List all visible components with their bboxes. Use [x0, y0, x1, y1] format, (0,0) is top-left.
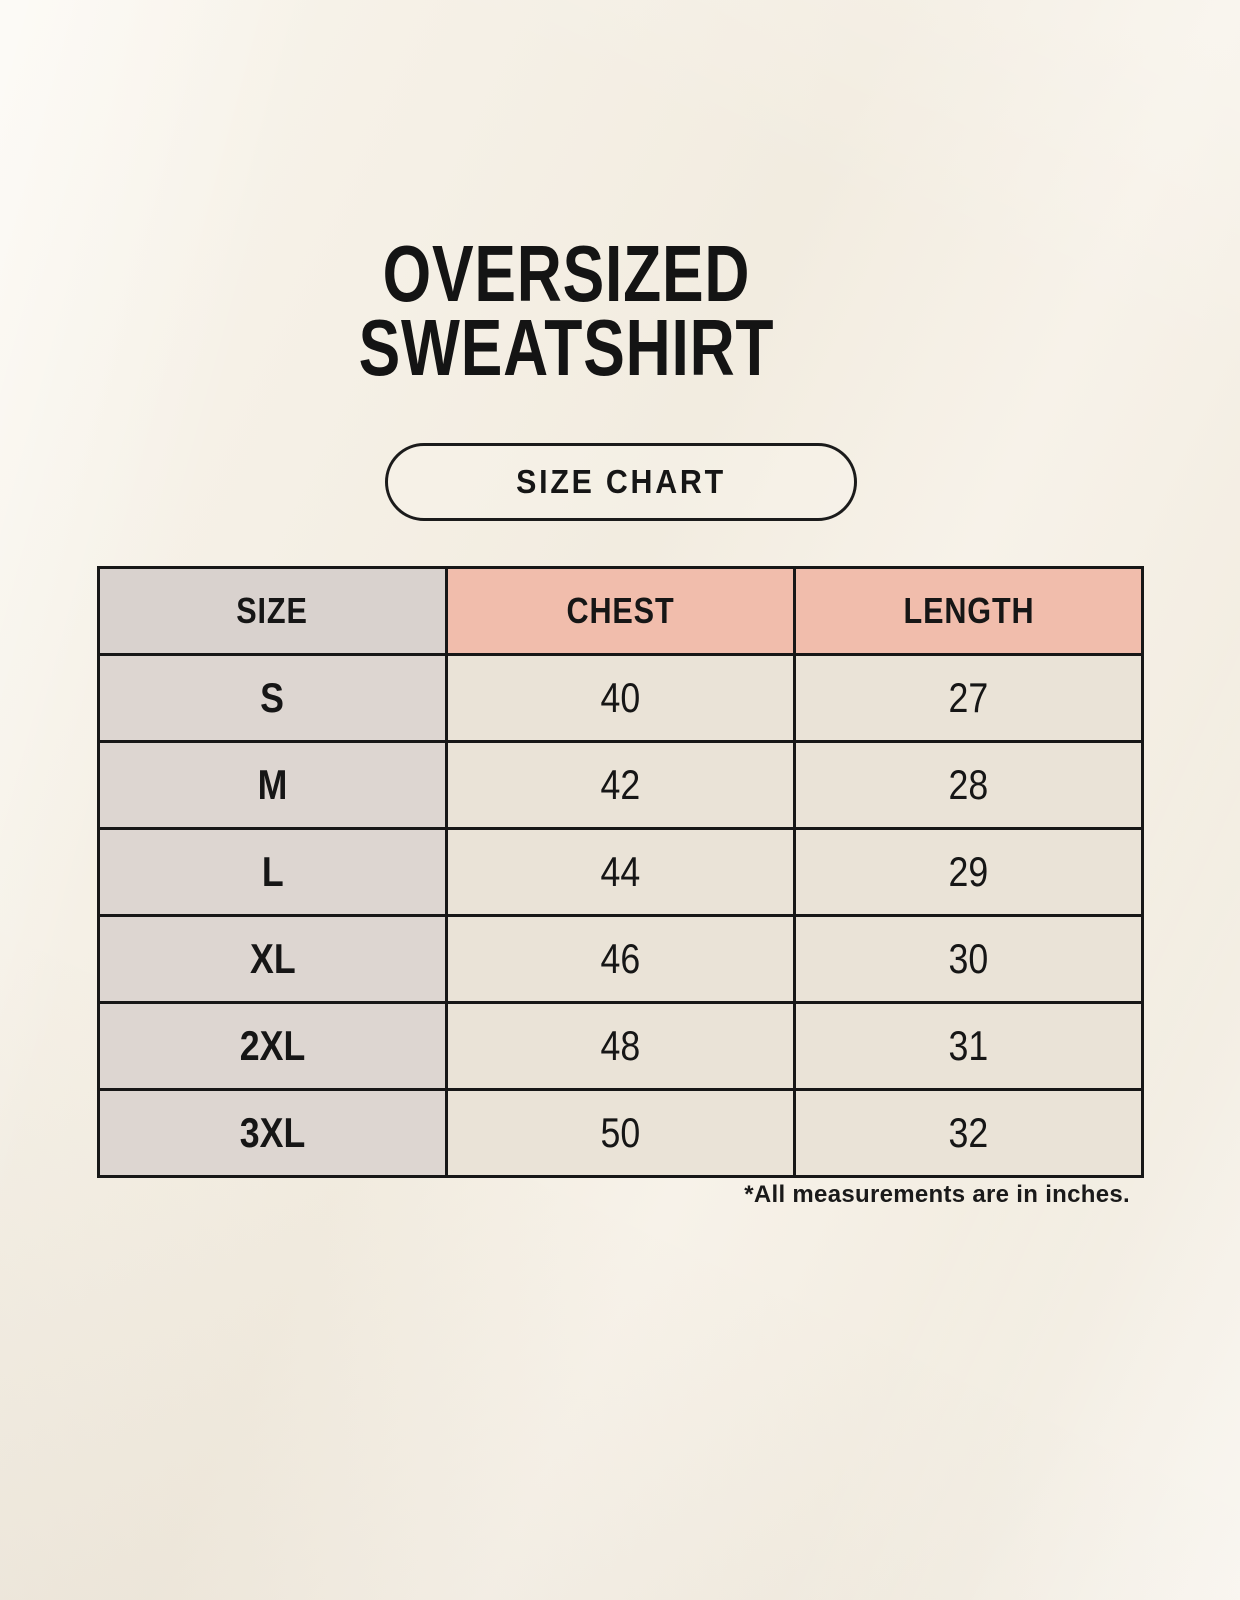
- length-cell: 28: [793, 740, 1144, 830]
- column-header-length: LENGTH: [793, 566, 1144, 656]
- table-row: XL 46 30: [97, 914, 1144, 1004]
- column-header-size: SIZE: [97, 566, 448, 656]
- size-chart-table: SIZE CHEST LENGTH S 40 27 M 42 28 L 44 2…: [97, 566, 1144, 1178]
- table-row: S 40 27: [97, 653, 1144, 743]
- size-cell: S: [97, 653, 448, 743]
- table-row: 2XL 48 31: [97, 1001, 1144, 1091]
- length-cell: 32: [793, 1088, 1144, 1178]
- size-cell: 3XL: [97, 1088, 448, 1178]
- size-chart-button-label: SIZE CHART: [516, 463, 726, 500]
- chest-cell: 44: [445, 827, 796, 917]
- table-header-row: SIZE CHEST LENGTH: [97, 566, 1144, 656]
- length-cell: 31: [793, 1001, 1144, 1091]
- size-cell: 2XL: [97, 1001, 448, 1091]
- chest-cell: 40: [445, 653, 796, 743]
- page-title-line1: OVERSIZED: [382, 229, 750, 318]
- page-title-line2: SWEATSHIRT: [358, 303, 774, 392]
- length-cell: 29: [793, 827, 1144, 917]
- table-row: L 44 29: [97, 827, 1144, 917]
- chest-cell: 46: [445, 914, 796, 1004]
- size-cell: XL: [97, 914, 448, 1004]
- size-cell: M: [97, 740, 448, 830]
- measurements-footnote: *All measurements are in inches.: [744, 1181, 1130, 1208]
- column-header-chest: CHEST: [445, 566, 796, 656]
- length-cell: 27: [793, 653, 1144, 743]
- chest-cell: 50: [445, 1088, 796, 1178]
- page-title: OVERSIZED SWEATSHIRT: [0, 229, 1132, 392]
- size-chart-button[interactable]: SIZE CHART: [385, 443, 857, 521]
- table-row: 3XL 50 32: [97, 1088, 1144, 1178]
- chest-cell: 48: [445, 1001, 796, 1091]
- length-cell: 30: [793, 914, 1144, 1004]
- size-cell: L: [97, 827, 448, 917]
- chest-cell: 42: [445, 740, 796, 830]
- table-row: M 42 28: [97, 740, 1144, 830]
